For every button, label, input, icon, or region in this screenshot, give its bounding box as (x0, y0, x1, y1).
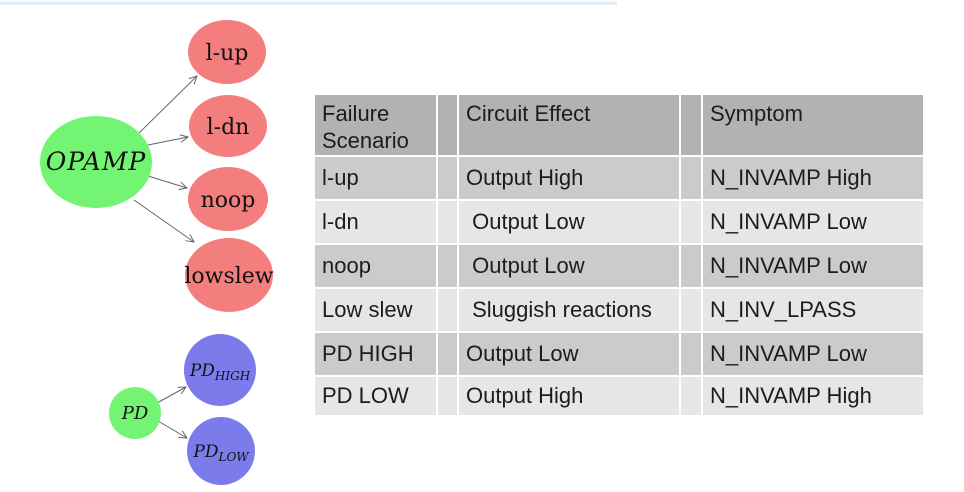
arrow-opamp-to-lowslew (133, 199, 194, 242)
node-pd-high-label-main: PD (189, 361, 215, 381)
node-pd-low-label-main: PD (192, 442, 218, 462)
cell-symptom: N_INVAMP High (703, 377, 923, 415)
arrow-opamp-to-noop (147, 175, 187, 188)
node-pd-high-label: PDHIGH (189, 361, 251, 383)
cell-separator (681, 333, 701, 375)
arrow-opamp-to-l-dn (147, 137, 188, 146)
node-pd-label: PD (121, 403, 149, 424)
cell-scenario: PD HIGH (315, 333, 436, 375)
cell-separator (438, 333, 457, 375)
node-pd (109, 387, 161, 439)
arrow-pd-to-pd-low (157, 420, 187, 438)
node-pd-high-label-subscript: HIGH (214, 369, 251, 383)
cell-scenario: PD LOW (315, 377, 436, 415)
cell-symptom: N_INV_LPASS (703, 289, 923, 331)
cell-scenario: l-up (315, 157, 436, 199)
cell-effect: Output High (459, 157, 679, 199)
node-l-dn (189, 95, 267, 157)
cell-scenario: Low slew (315, 289, 436, 331)
window-top-edge-strip (0, 0, 617, 5)
arrow-opamp-to-l-up (137, 76, 197, 135)
cell-symptom: N_INVAMP Low (703, 201, 923, 243)
cell-separator (681, 201, 701, 243)
node-l-up-label: l-up (206, 41, 249, 66)
column-header-separator-2 (681, 95, 701, 155)
cell-separator (681, 377, 701, 415)
node-pd-high (184, 334, 256, 406)
node-pd-low-label-subscript: LOW (217, 450, 250, 464)
node-l-dn-label: l-dn (207, 115, 250, 140)
node-lowslew (185, 238, 273, 312)
cell-effect: Output Low (459, 245, 679, 287)
arrow-pd-to-pd-high (156, 387, 186, 404)
cell-effect: Output Low (459, 201, 679, 243)
cell-separator (681, 289, 701, 331)
cell-scenario: l-dn (315, 201, 436, 243)
cell-separator (681, 245, 701, 287)
cell-symptom: N_INVAMP Low (703, 333, 923, 375)
cell-effect: Output Low (459, 333, 679, 375)
cell-effect: Output High (459, 377, 679, 415)
column-header-circuit-effect: Circuit Effect (459, 95, 679, 155)
cell-symptom: N_INVAMP Low (703, 245, 923, 287)
column-header-symptom: Symptom (703, 95, 923, 155)
column-header-separator-1 (438, 95, 457, 155)
node-pd-low-label: PDLOW (192, 442, 250, 464)
cell-separator (438, 377, 457, 415)
cell-separator (681, 157, 701, 199)
cell-separator (438, 245, 457, 287)
node-opamp-label: OPAMP (46, 147, 147, 176)
node-noop (188, 167, 268, 231)
cell-scenario: noop (315, 245, 436, 287)
fault-tree-diagram: OPAMP l-up l-dn noop lowslew PD PDHIGH P… (40, 20, 274, 485)
node-pd-low (187, 417, 255, 485)
node-noop-label: noop (201, 188, 256, 213)
node-lowslew-label: lowslew (184, 264, 273, 289)
cell-separator (438, 201, 457, 243)
node-opamp (40, 116, 152, 208)
cell-effect: Sluggish reactions (459, 289, 679, 331)
column-header-failure-scenario: Failure Scenario (315, 95, 436, 155)
cell-separator (438, 289, 457, 331)
node-l-up (188, 20, 266, 84)
cell-symptom: N_INVAMP High (703, 157, 923, 199)
failure-symptom-table: Failure Scenario Circuit Effect Symptom … (315, 95, 923, 415)
cell-separator (438, 157, 457, 199)
